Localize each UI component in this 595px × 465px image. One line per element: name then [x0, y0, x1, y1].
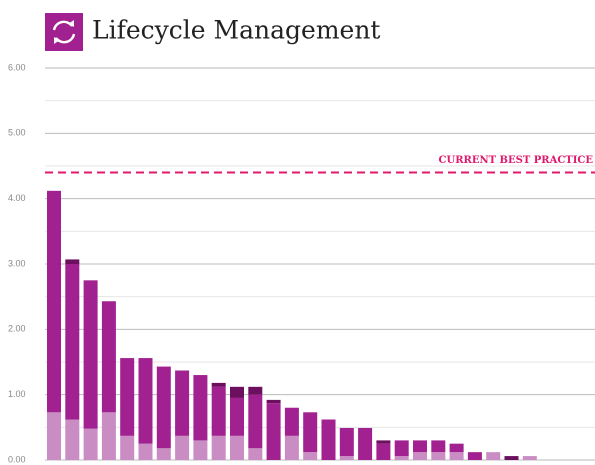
y-tick-label: 6.00	[8, 62, 26, 72]
y-tick-label: 4.00	[8, 193, 26, 203]
bar-segment	[303, 412, 318, 453]
bar-segment	[175, 370, 190, 436]
bar-segment	[47, 190, 61, 413]
bar-segment	[193, 440, 208, 460]
bar-segment	[230, 435, 244, 460]
bar-segment	[486, 452, 501, 460]
bar-segment	[193, 375, 208, 441]
y-tick-label: 1.00	[8, 389, 26, 399]
bar-segment	[467, 452, 482, 460]
bar-segment	[83, 280, 98, 429]
bar-segment	[175, 435, 190, 460]
bar-segment	[230, 397, 244, 436]
bar-segment	[449, 443, 464, 453]
bar-segment	[230, 386, 244, 398]
bar-segment	[65, 259, 80, 264]
chart-title: Lifecycle Management	[92, 16, 380, 45]
bar-segment	[303, 452, 318, 460]
bar-segment	[101, 301, 116, 413]
bar-segment	[321, 419, 336, 460]
bar-segment	[431, 452, 446, 460]
bar-segment	[449, 452, 464, 460]
y-tick-label: 2.00	[8, 324, 26, 334]
bar-segment	[339, 456, 354, 460]
bar-segment	[376, 443, 391, 460]
bar-segment	[504, 456, 519, 460]
y-tick-label: 0.00	[8, 454, 26, 464]
bar-segment	[120, 358, 135, 436]
bar-segment	[522, 456, 537, 460]
bar-segment	[376, 440, 391, 444]
bar-segment	[284, 407, 299, 436]
bar-segment	[101, 412, 116, 460]
reference-label: CURRENT BEST PRACTICE	[439, 155, 594, 166]
bar-segment	[284, 435, 299, 460]
bar-segment	[266, 399, 281, 404]
bar-segment	[413, 440, 427, 453]
bar-segment	[413, 452, 427, 460]
bar-segment	[358, 427, 373, 460]
title-icon	[45, 13, 83, 51]
bar-segment	[394, 456, 409, 460]
bar-segment	[211, 382, 226, 387]
bar-segment	[47, 412, 61, 460]
y-tick-label: 3.00	[8, 258, 26, 268]
bar-segment	[339, 427, 354, 457]
bar-segment	[138, 358, 153, 444]
bar-segment	[156, 448, 171, 460]
bar-segment	[248, 386, 263, 395]
bar-segment	[83, 428, 98, 460]
bar-segment	[211, 435, 226, 460]
bar-segment	[156, 366, 171, 449]
bar-segment	[65, 264, 80, 420]
y-tick-label: 5.00	[8, 128, 26, 138]
bar-segment	[65, 419, 80, 460]
bar-segment	[138, 443, 153, 460]
bar-segment	[248, 448, 263, 460]
bar-segment	[248, 394, 263, 449]
bar-segment	[394, 440, 409, 457]
bar-segment	[266, 403, 281, 460]
bar-segment	[211, 386, 226, 436]
bar-segment	[120, 435, 135, 460]
bar-segment	[431, 440, 446, 453]
